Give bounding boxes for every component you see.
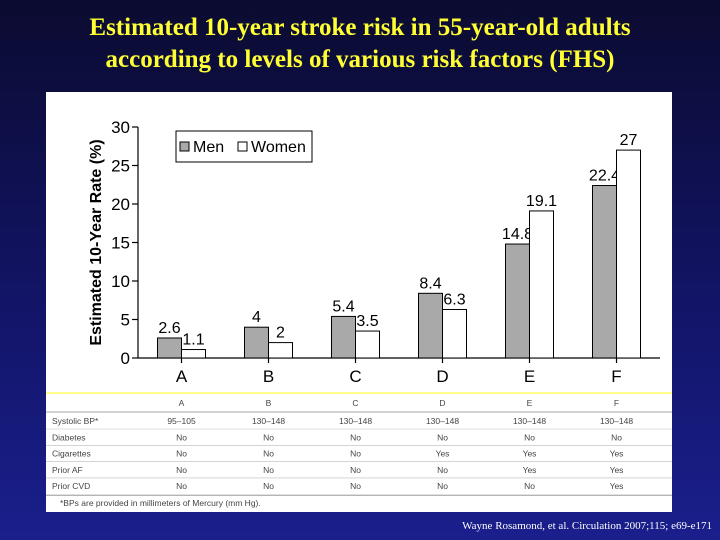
table-cell: Yes (523, 449, 537, 459)
table-cell: Yes (610, 481, 624, 491)
table-row-label: Systolic BP* (52, 416, 99, 426)
table-cell: No (176, 449, 187, 459)
table-column-header: A (179, 398, 185, 408)
data-label-women-A: 1.1 (182, 332, 204, 349)
table-cell: 130–148 (426, 416, 459, 426)
table-cell: No (524, 481, 535, 491)
table-row-label: Prior AF (52, 465, 83, 475)
slide-title-line-1: Estimated 10-year stroke risk in 55-year… (89, 14, 631, 41)
x-tick-label: B (263, 367, 274, 386)
bar-women-A (181, 349, 206, 359)
table-cell: No (176, 432, 187, 442)
table-cell: No (437, 465, 448, 475)
table-footnote: *BPs are provided in millimeters of Merc… (60, 498, 261, 508)
table-cell: No (437, 481, 448, 491)
data-label-women-D: 6.3 (443, 291, 465, 308)
table-cell: No (437, 432, 448, 442)
x-tick-label: F (611, 367, 621, 386)
table-cell: No (176, 481, 187, 491)
data-label-women-F: 27 (620, 132, 638, 149)
data-label-men-E: 14.8 (502, 226, 533, 243)
table-cell: 130–148 (600, 416, 633, 426)
legend-label-women: Women (251, 139, 306, 156)
table-cell: 130–148 (252, 416, 285, 426)
x-tick-label: D (436, 367, 448, 386)
bar-women-F (616, 149, 641, 359)
x-tick-label: C (349, 367, 361, 386)
data-label-women-C: 3.5 (356, 313, 378, 330)
table-column-header: B (266, 398, 272, 408)
data-label-men-D: 8.4 (419, 275, 441, 292)
table-column-header: C (352, 398, 358, 408)
data-label-women-B: 2 (276, 325, 285, 342)
y-tick-label: 30 (111, 118, 130, 137)
bar-men-D (418, 292, 443, 359)
x-tick-label: A (176, 367, 188, 386)
table-cell: No (350, 481, 361, 491)
slide-title-line-2: according to levels of various risk fact… (105, 46, 615, 73)
bar-women-D (442, 308, 467, 359)
y-tick-label: 15 (111, 234, 130, 253)
data-label-women-E: 19.1 (526, 193, 557, 210)
y-axis-title: Estimated 10-Year Rate (%) (88, 139, 105, 345)
table-cell: No (350, 465, 361, 475)
data-label-men-C: 5.4 (332, 298, 354, 315)
table-row-label: Prior CVD (52, 481, 90, 491)
table-column-header: E (527, 398, 533, 408)
y-tick-label: 25 (111, 157, 130, 176)
table-column-header: F (614, 398, 619, 408)
table-row-label: Diabetes (52, 432, 86, 442)
legend-swatch-women (237, 141, 248, 152)
table-cell: Yes (610, 449, 624, 459)
table-cell: No (350, 432, 361, 442)
figure-panel: 0 5 10 15 20 25 30 Estimated 10-Year Rate (%) 2.… (46, 92, 672, 512)
data-label-men-A: 2.6 (158, 320, 180, 337)
table-cell: 95–105 (167, 416, 196, 426)
bar-men-C (331, 315, 356, 359)
bar-men-E (505, 243, 530, 359)
table-cell: 130–148 (339, 416, 372, 426)
y-tick-label: 10 (111, 272, 130, 291)
legend-swatch-men (179, 141, 190, 152)
bar-women-B (268, 342, 293, 359)
table-cell: No (611, 432, 622, 442)
table-cell: 130–148 (513, 416, 546, 426)
legend-label-men: Men (193, 139, 224, 156)
table-cell: No (176, 465, 187, 475)
bar-men-B (244, 326, 269, 359)
table-cell: No (263, 481, 274, 491)
table-cell: No (263, 449, 274, 459)
bar-men-A (157, 337, 182, 359)
data-label-men-F: 22.4 (589, 168, 620, 185)
table-row-label: Cigarettes (52, 449, 91, 459)
table-cell: Yes (436, 449, 450, 459)
bar-women-C (355, 330, 380, 359)
citation: Wayne Rosamond, et al. Circulation 2007;… (462, 520, 712, 532)
table-cell: No (263, 432, 274, 442)
bar-chart: 0 5 10 15 20 25 30 Estimated 10-Year Rate (%) 2.… (46, 118, 672, 508)
y-tick-label: 5 (121, 311, 130, 330)
table-cell: Yes (523, 465, 537, 475)
table-cell: No (524, 432, 535, 442)
table-cell: No (350, 449, 361, 459)
y-tick-label: 0 (121, 349, 130, 368)
bar-men-F (592, 185, 617, 359)
table-cell: Yes (610, 465, 624, 475)
x-tick-label: E (524, 367, 535, 386)
bar-women-E (529, 210, 554, 359)
data-label-men-B: 4 (252, 309, 261, 326)
slide-title: Estimated 10-year stroke risk in 55-year… (0, 12, 720, 76)
table-column-header: D (439, 398, 445, 408)
table-cell: No (263, 465, 274, 475)
y-tick-label: 20 (111, 195, 130, 214)
